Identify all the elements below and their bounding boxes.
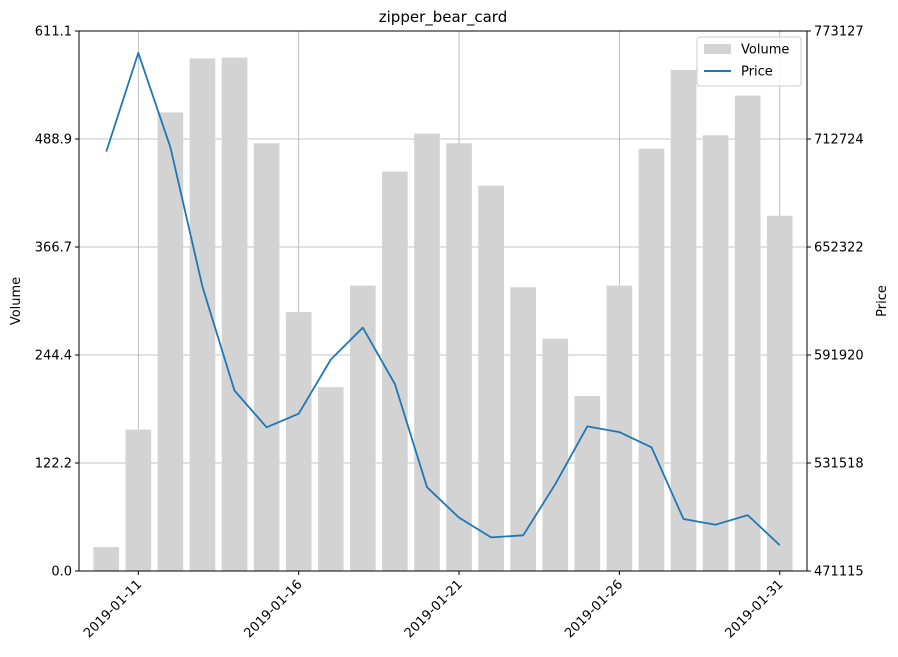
y-axis-label-right: Price xyxy=(875,285,890,317)
right-y-axis: 471115 531518 591920 652322 712724 773127 xyxy=(807,25,864,580)
volume-bar xyxy=(382,171,408,571)
y-tick-label-right: 712724 xyxy=(814,133,864,148)
y-tick-label-left: 0.0 xyxy=(51,565,72,580)
y-tick-label-left: 366.7 xyxy=(35,241,72,256)
y-tick-label-left: 122.2 xyxy=(35,457,72,472)
volume-bar xyxy=(93,547,120,571)
y-tick-label-right: 591920 xyxy=(814,349,864,364)
volume-bar xyxy=(414,133,440,571)
plot-frame xyxy=(78,30,808,572)
volume-bar xyxy=(317,387,344,571)
y-tick-label-right: 773127 xyxy=(814,25,864,40)
volume-bar xyxy=(221,57,248,571)
y-tick-label-right: 471115 xyxy=(814,565,864,580)
legend-swatch-volume xyxy=(704,44,731,54)
legend-label-volume: Volume xyxy=(741,43,789,58)
volume-bar xyxy=(253,143,280,571)
y-tick-label-right: 652322 xyxy=(814,241,864,256)
volume-bar xyxy=(125,429,152,571)
volume-bar xyxy=(702,135,729,571)
volume-bar xyxy=(606,285,633,571)
y-axis-label-left: Volume xyxy=(9,277,24,325)
legend: Volume Price xyxy=(696,36,802,87)
legend-label-price: Price xyxy=(741,65,773,80)
volume-bar xyxy=(349,285,376,571)
volume-bar xyxy=(670,69,697,572)
y-tick-label-left: 244.4 xyxy=(35,349,72,364)
volume-bar xyxy=(157,112,184,571)
volume-bar xyxy=(734,95,761,571)
chart-title: zipper_bear_card xyxy=(379,8,507,27)
volume-bar xyxy=(574,396,601,571)
volume-bar xyxy=(446,143,472,571)
volume-bar xyxy=(766,215,793,571)
volume-bar xyxy=(542,338,569,571)
price-series-line xyxy=(105,52,781,546)
price-line xyxy=(105,52,781,546)
y-tick-label-left: 488.9 xyxy=(35,133,72,148)
left-y-axis: 0.0 122.2 244.4 366.7 488.9 611.1 xyxy=(35,25,79,580)
volume-bar xyxy=(285,312,312,571)
volume-bar xyxy=(638,148,665,571)
y-tick-label-left: 611.1 xyxy=(35,25,72,40)
y-tick-label-right: 531518 xyxy=(814,457,864,472)
volume-bar xyxy=(478,185,504,571)
volume-bars xyxy=(93,57,793,572)
volume-bar xyxy=(510,287,537,571)
